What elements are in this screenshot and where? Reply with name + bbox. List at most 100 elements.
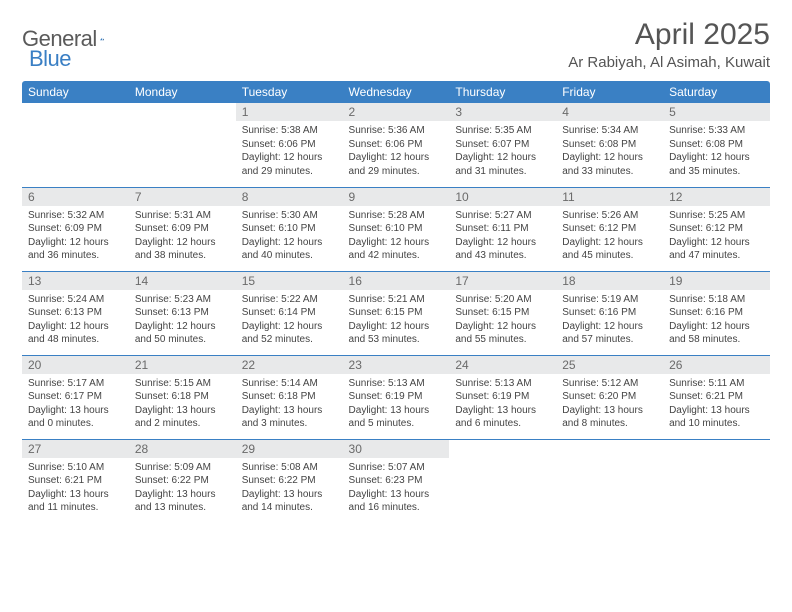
day-number: 1: [236, 103, 343, 121]
daylight-line: Daylight: 12 hours and 45 minutes.: [562, 236, 657, 263]
day-number: 10: [449, 188, 556, 206]
sunrise-line: Sunrise: 5:32 AM: [28, 209, 123, 223]
calendar-cell: [22, 103, 129, 187]
sunset-line: Sunset: 6:22 PM: [135, 474, 230, 488]
sunset-line: Sunset: 6:21 PM: [28, 474, 123, 488]
day-details: Sunrise: 5:27 AMSunset: 6:11 PMDaylight:…: [449, 206, 556, 267]
day-number: 29: [236, 440, 343, 458]
day-details: Sunrise: 5:25 AMSunset: 6:12 PMDaylight:…: [663, 206, 770, 267]
day-number: 9: [343, 188, 450, 206]
calendar-cell: 19Sunrise: 5:18 AMSunset: 6:16 PMDayligh…: [663, 271, 770, 355]
daylight-line: Daylight: 12 hours and 53 minutes.: [349, 320, 444, 347]
location-text: Ar Rabiyah, Al Asimah, Kuwait: [568, 54, 770, 71]
sunrise-line: Sunrise: 5:11 AM: [669, 377, 764, 391]
calendar-cell: 4Sunrise: 5:34 AMSunset: 6:08 PMDaylight…: [556, 103, 663, 187]
day-details: Sunrise: 5:10 AMSunset: 6:21 PMDaylight:…: [22, 458, 129, 519]
sunset-line: Sunset: 6:18 PM: [242, 390, 337, 404]
day-number: 23: [343, 356, 450, 374]
calendar-cell: [129, 103, 236, 187]
daylight-line: Daylight: 13 hours and 2 minutes.: [135, 404, 230, 431]
day-number: 3: [449, 103, 556, 121]
page-title: April 2025: [568, 18, 770, 52]
calendar-cell: 7Sunrise: 5:31 AMSunset: 6:09 PMDaylight…: [129, 187, 236, 271]
daylight-line: Daylight: 12 hours and 29 minutes.: [242, 151, 337, 178]
calendar-cell: 10Sunrise: 5:27 AMSunset: 6:11 PMDayligh…: [449, 187, 556, 271]
day-details: Sunrise: 5:33 AMSunset: 6:08 PMDaylight:…: [663, 121, 770, 182]
day-details: Sunrise: 5:34 AMSunset: 6:08 PMDaylight:…: [556, 121, 663, 182]
sunset-line: Sunset: 6:16 PM: [669, 306, 764, 320]
day-number: 25: [556, 356, 663, 374]
calendar-row: 1Sunrise: 5:38 AMSunset: 6:06 PMDaylight…: [22, 103, 770, 187]
daylight-line: Daylight: 13 hours and 11 minutes.: [28, 488, 123, 515]
calendar-row: 13 Sunrise: 5:24 AMSunset: 6:13 PM Dayligh…: [22, 271, 770, 355]
sunset-line: Sunset: 6:19 PM: [455, 390, 550, 404]
sunset-line: Sunset: 6:13 PM: [28, 306, 123, 320]
sunrise-line: Sunrise: 5:26 AM: [562, 209, 657, 223]
calendar-cell: 6Sunrise: 5:32 AMSunset: 6:09 PMDaylight…: [22, 187, 129, 271]
daylight-line: Daylight: 12 hours and 55 minutes.: [455, 320, 550, 347]
day-number: 24: [449, 356, 556, 374]
sunrise-line: Sunrise: 5:07 AM: [349, 461, 444, 475]
sunrise-line: Sunrise: 5:19 AM: [562, 293, 657, 307]
daylight-line: Daylight: 12 hours and 47 minutes.: [669, 236, 764, 263]
calendar-cell: 30Sunrise: 5:07 AMSunset: 6:23 PMDayligh…: [343, 439, 450, 523]
sunset-line: Sunset: 6:14 PM: [242, 306, 337, 320]
day-number: 7: [129, 188, 236, 206]
sunrise-line: Sunrise: 5:28 AM: [349, 209, 444, 223]
day-number: 30: [343, 440, 450, 458]
sunrise-line: Sunrise: 5:36 AM: [349, 124, 444, 138]
logo-sail-icon: [100, 32, 104, 46]
sunset-line: Sunset: 6:11 PM: [455, 222, 550, 236]
day-number: 18: [556, 272, 663, 290]
day-number: 11: [556, 188, 663, 206]
sunset-line: Sunset: 6:17 PM: [28, 390, 123, 404]
sunrise-line: Sunrise: 5:08 AM: [242, 461, 337, 475]
sunrise-line: Sunrise: 5:13 AM: [455, 377, 550, 391]
weekday-friday: Friday: [556, 81, 663, 103]
daylight-line: Daylight: 12 hours and 43 minutes.: [455, 236, 550, 263]
title-block: April 2025 Ar Rabiyah, Al Asimah, Kuwait: [568, 18, 770, 71]
sunrise-line: Sunrise: 5:34 AM: [562, 124, 657, 138]
logo-text-blue: Blue: [29, 46, 71, 71]
calendar-cell: 18Sunrise: 5:19 AMSunset: 6:16 PMDayligh…: [556, 271, 663, 355]
calendar-cell: 9Sunrise: 5:28 AMSunset: 6:10 PMDaylight…: [343, 187, 450, 271]
day-details: Sunrise: 5:30 AMSunset: 6:10 PMDaylight:…: [236, 206, 343, 267]
sunset-line: Sunset: 6:10 PM: [349, 222, 444, 236]
day-details: Sunrise: 5:12 AMSunset: 6:20 PMDaylight:…: [556, 374, 663, 435]
day-details: Sunrise: 5:35 AMSunset: 6:07 PMDaylight:…: [449, 121, 556, 182]
daylight-line: Daylight: 12 hours and 31 minutes.: [455, 151, 550, 178]
sunset-line: Sunset: 6:23 PM: [349, 474, 444, 488]
sunrise-line: Sunrise: 5:31 AM: [135, 209, 230, 223]
calendar-table: Sunday Monday Tuesday Wednesday Thursday…: [22, 81, 770, 523]
day-number: 14: [129, 272, 236, 290]
sunrise-line: Sunrise: 5:33 AM: [669, 124, 764, 138]
calendar-cell: 12Sunrise: 5:25 AMSunset: 6:12 PMDayligh…: [663, 187, 770, 271]
sunrise-line: Sunrise: 5:09 AM: [135, 461, 230, 475]
sunrise-line: Sunrise: 5:17 AM: [28, 377, 123, 391]
day-details: Sunrise: 5:38 AMSunset: 6:06 PMDaylight:…: [236, 121, 343, 182]
day-number: 6: [22, 188, 129, 206]
day-number: 13: [22, 272, 129, 290]
sunrise-line: Sunrise: 5:13 AM: [349, 377, 444, 391]
sunrise-line: Sunrise: 5:21 AM: [349, 293, 444, 307]
daylight-line: Daylight: 12 hours and 29 minutes.: [349, 151, 444, 178]
sunset-line: Sunset: 6:06 PM: [349, 138, 444, 152]
day-details: Sunrise: 5:28 AMSunset: 6:10 PMDaylight:…: [343, 206, 450, 267]
sunrise-line: Sunrise: 5:10 AM: [28, 461, 123, 475]
day-details: Sunrise: 5:36 AMSunset: 6:06 PMDaylight:…: [343, 121, 450, 182]
sunrise-line: Sunrise: 5:14 AM: [242, 377, 337, 391]
day-number: 12: [663, 188, 770, 206]
daylight-line: Daylight: 13 hours and 6 minutes.: [455, 404, 550, 431]
weekday-wednesday: Wednesday: [343, 81, 450, 103]
daylight-line: Daylight: 12 hours and 57 minutes.: [562, 320, 657, 347]
sunset-line: Sunset: 6:15 PM: [455, 306, 550, 320]
sunset-line: Sunset: 6:12 PM: [562, 222, 657, 236]
sunset-line: Sunset: 6:21 PM: [669, 390, 764, 404]
calendar-cell: [663, 439, 770, 523]
day-number: 8: [236, 188, 343, 206]
day-details: Sunrise: 5:13 AMSunset: 6:19 PMDaylight:…: [343, 374, 450, 435]
sunrise-line: Sunrise: 5:24 AM: [28, 293, 123, 307]
sunset-line: Sunset: 6:22 PM: [242, 474, 337, 488]
day-details: Sunrise: 5:14 AMSunset: 6:18 PMDaylight:…: [236, 374, 343, 435]
weekday-sunday: Sunday: [22, 81, 129, 103]
